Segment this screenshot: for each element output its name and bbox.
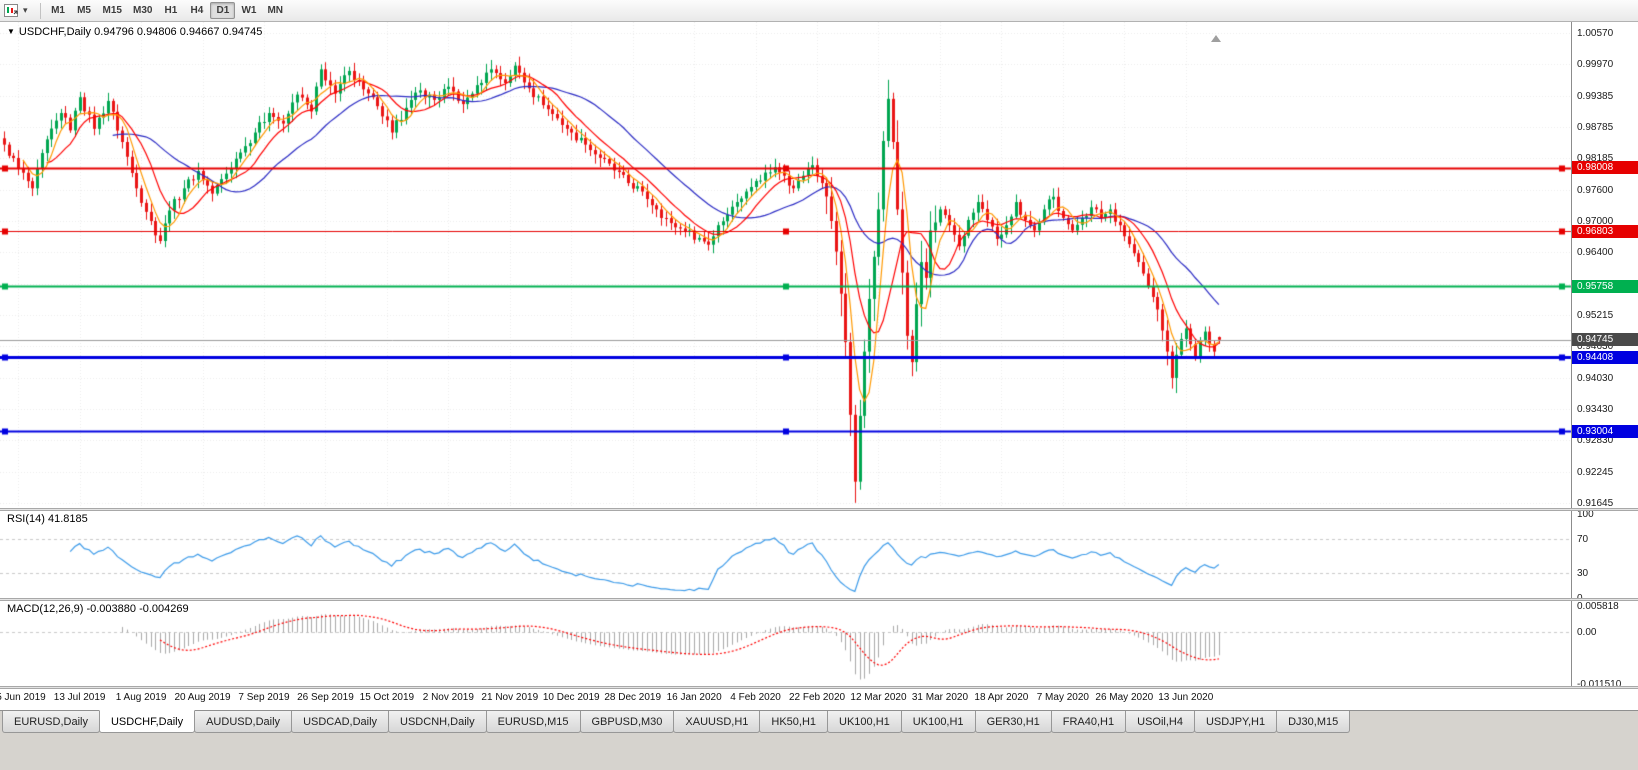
price-chart-canvas[interactable] — [0, 22, 1638, 688]
rsi-axis-tick: 100 — [1577, 509, 1594, 520]
chart-tab-bar: EURUSD,Daily USDCHF,Daily AUDUSD,Daily USDC… — [0, 710, 1638, 737]
price-axis-tick: 0.92245 — [1577, 466, 1614, 478]
macd-axis-tick: 0.00 — [1577, 627, 1597, 639]
chart-region: ▼ USDCHF,Daily 0.94796 0.94806 0.94667 0.… — [0, 22, 1638, 710]
chevron-down-icon[interactable]: ▾ — [23, 5, 28, 15]
chart-tab-usdcnh-daily[interactable]: USDCNH,Daily — [388, 711, 487, 733]
date-axis-label: 7 May 2020 — [1036, 692, 1089, 703]
price-axis-tick: 0.99970 — [1577, 59, 1614, 71]
timeframe-button-m1[interactable]: M1 — [51, 5, 65, 16]
date-axis-label: 15 Oct 2019 — [359, 692, 415, 703]
timeframe-toolbar: ▾ M1 M5 M15 M30 H1 H4 D1 W1 MN — [0, 0, 1638, 22]
level-price-label: 0.94408 — [1572, 350, 1638, 364]
price-axis-tick: 0.97000 — [1577, 216, 1614, 227]
date-axis-separator — [0, 686, 1638, 689]
date-axis-label: 1 Aug 2019 — [115, 692, 167, 703]
chart-tab-usoil-h4[interactable]: USOil,H4 — [1125, 711, 1195, 733]
timeframe-button-w1[interactable]: W1 — [241, 5, 257, 16]
level-price-label: 0.93004 — [1572, 424, 1638, 438]
level-price-label: 0.96803 — [1572, 224, 1638, 238]
date-axis-label: 4 Feb 2020 — [730, 692, 781, 703]
chart-tab-dj30-m15[interactable]: DJ30,M15 — [1276, 711, 1351, 733]
chart-tab-usdjpy-h1[interactable]: USDJPY,H1 — [1193, 711, 1278, 733]
timeframe-button-m15[interactable]: M15 — [102, 5, 122, 16]
window-bottom-strip — [0, 737, 1638, 770]
date-axis-label: 10 Dec 2019 — [542, 692, 600, 703]
date-axis-label: 25 Jun 2019 — [0, 692, 46, 703]
date-axis-label: 12 Mar 2020 — [850, 692, 907, 703]
chart-tab-usdchf-daily[interactable]: USDCHF,Daily — [98, 710, 196, 733]
date-axis-label: 26 Sep 2019 — [297, 692, 354, 703]
date-axis-label: 26 May 2020 — [1095, 692, 1154, 703]
chart-tab-uk100-h1[interactable]: UK100,H1 — [827, 711, 902, 733]
collapse-triangle-icon: ▼ — [7, 27, 15, 36]
date-axis-label: 20 Aug 2019 — [174, 692, 231, 703]
rsi-axis-tick: 30 — [1577, 567, 1589, 579]
panel-splitter[interactable] — [0, 508, 1638, 511]
chart-tab-fra40-h1[interactable]: FRA40,H1 — [1050, 711, 1127, 733]
timeframe-button-mn[interactable]: MN — [267, 5, 283, 16]
chart-title-text: USDCHF,Daily 0.94796 0.94806 0.94667 0.9… — [18, 26, 263, 38]
price-axis-tick: 0.96400 — [1577, 247, 1614, 259]
timeframe-button-m30[interactable]: M30 — [132, 5, 153, 16]
price-axis-tick: 1.00570 — [1577, 28, 1614, 39]
macd-axis-tick: 0.005818 — [1577, 601, 1619, 612]
price-axis-separator — [1571, 22, 1572, 688]
timeframe-button-d1[interactable]: D1 — [210, 2, 236, 19]
date-axis-label: 13 Jul 2019 — [53, 692, 106, 703]
chart-tab-eurusd-daily[interactable]: EURUSD,Daily — [2, 711, 100, 733]
date-axis-label: 7 Sep 2019 — [238, 692, 290, 703]
price-axis-tick: 0.99385 — [1577, 90, 1614, 102]
macd-indicator-header: MACD(12,26,9) -0.003880 -0.004269 — [7, 603, 189, 615]
price-axis-tick: 0.92830 — [1577, 435, 1614, 447]
timeframe-buttons: M1 M5 M15 M30 H1 H4 D1 W1 MN — [46, 2, 288, 19]
toolbar-separator — [39, 2, 41, 19]
chart-shift-marker[interactable] — [1211, 35, 1221, 42]
panel-splitter[interactable] — [0, 598, 1638, 601]
chart-tab-audusd-daily[interactable]: AUDUSD,Daily — [194, 711, 293, 733]
price-axis-tick: 0.93430 — [1577, 404, 1614, 415]
price-axis-tick: 0.91645 — [1577, 498, 1614, 509]
chart-tool[interactable]: ▾ — [4, 3, 31, 18]
chart-tab-gbpusd-m30[interactable]: GBPUSD,M30 — [579, 711, 675, 733]
rsi-indicator-header: RSI(14) 41.8185 — [7, 513, 88, 525]
price-axis-tick: 0.98785 — [1577, 122, 1614, 133]
chart-title: ▼ USDCHF,Daily 0.94796 0.94806 0.94667 0.… — [7, 26, 262, 38]
price-axis-tick: 0.94030 — [1577, 372, 1614, 384]
date-axis-label: 22 Feb 2020 — [788, 692, 846, 703]
date-axis-label: 16 Jan 2020 — [666, 692, 722, 703]
rsi-axis-tick: 70 — [1577, 534, 1589, 546]
date-axis-label: 18 Apr 2020 — [974, 692, 1029, 703]
date-axis-label: 31 Mar 2020 — [911, 692, 969, 703]
date-axis-label: 28 Dec 2019 — [604, 692, 662, 703]
date-axis-label: 21 Nov 2019 — [481, 692, 539, 703]
date-axis-label: 2 Nov 2019 — [422, 692, 474, 703]
date-axis-label: 13 Jun 2020 — [1158, 692, 1214, 703]
chart-tab-uk100-h1[interactable]: UK100,H1 — [900, 711, 976, 733]
price-axis-tick: 0.95215 — [1577, 310, 1614, 321]
chart-tab-ger30-h1[interactable]: GER30,H1 — [974, 711, 1052, 733]
level-price-label: 0.98008 — [1572, 161, 1638, 175]
price-axis-tick: 0.94630 — [1577, 341, 1614, 353]
timeframe-button-h1[interactable]: H1 — [164, 5, 178, 16]
timeframe-button-h4[interactable]: H4 — [190, 5, 204, 16]
timeframe-button-m5[interactable]: M5 — [77, 5, 91, 16]
macd-axis-tick: -0.011510 — [1577, 679, 1622, 690]
price-axis-tick: 0.97600 — [1577, 184, 1614, 196]
chart-tab-xauusd-h1[interactable]: XAUUSD,H1 — [673, 711, 761, 733]
price-axis-tick: 0.98185 — [1577, 153, 1614, 165]
chart-tab-hk50-h1[interactable]: HK50,H1 — [759, 711, 829, 733]
chart-tab-usdcad-daily[interactable]: USDCAD,Daily — [291, 711, 390, 733]
level-price-label: 0.95758 — [1572, 279, 1638, 293]
chart-tab-eurusd-m15[interactable]: EURUSD,M15 — [485, 711, 581, 733]
current-price-label: 0.94745 — [1572, 333, 1638, 347]
candlestick-chart-icon — [4, 3, 18, 17]
